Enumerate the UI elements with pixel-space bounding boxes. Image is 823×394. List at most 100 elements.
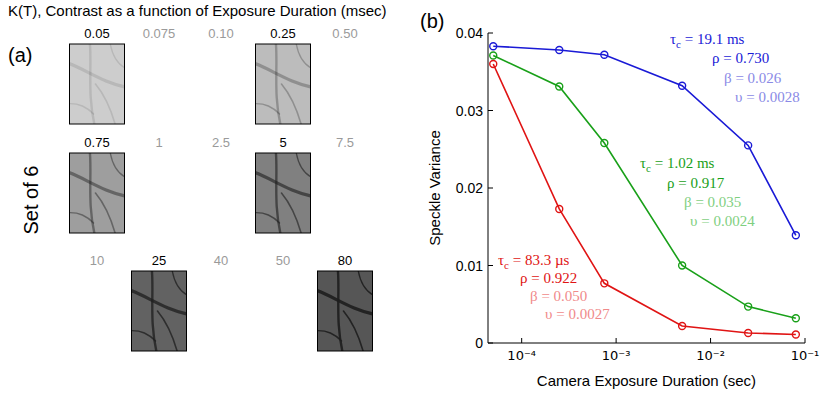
y-axis-title: Speckle Variance (426, 130, 443, 246)
speckle-image (132, 271, 187, 351)
figure-title: K(T), Contrast as a function of Exposure… (8, 2, 386, 19)
vessel (282, 193, 303, 233)
panel-letter: (b) (420, 10, 444, 32)
x-tick-label: 10⁻³ (602, 348, 631, 363)
exposure-label: 7.5 (336, 135, 354, 150)
y-tick-label: 0.02 (456, 180, 483, 196)
vessel (96, 193, 117, 233)
vessel (96, 84, 117, 124)
exposure-label: 0.50 (332, 26, 357, 41)
series-point (556, 47, 563, 54)
exposure-label: 0.05 (84, 26, 109, 41)
data-group (490, 43, 800, 338)
vessel (296, 44, 311, 70)
vessel (110, 44, 125, 70)
exposure-label: 10 (90, 253, 104, 268)
y-tick-label: 0.04 (456, 25, 483, 41)
annotation: ρ = 0.730 (712, 50, 769, 66)
image-frame (256, 153, 311, 233)
image-frame (256, 44, 311, 124)
series-point (556, 205, 563, 212)
image-frame (318, 271, 373, 351)
series-point (601, 280, 608, 287)
image-frame (132, 271, 187, 351)
annotation: ρ = 0.922 (520, 270, 577, 286)
series-point (679, 322, 686, 329)
image-frame (70, 153, 125, 233)
x-tick (710, 338, 711, 343)
vessel (296, 153, 311, 179)
image-frame (70, 44, 125, 124)
exposure-label: 40 (214, 253, 228, 268)
exposure-label: 5 (279, 135, 286, 150)
y-tick-label: 0.01 (456, 258, 483, 274)
speckle-image (70, 44, 125, 124)
figure: K(T), Contrast as a function of Exposure… (0, 0, 823, 394)
speckle-image (318, 271, 373, 351)
exposure-label: 1 (155, 135, 162, 150)
annotation-value: = 19.1 ms (681, 31, 745, 47)
x-tick (805, 338, 806, 343)
series-point (601, 140, 608, 147)
vessel (172, 271, 187, 297)
series-point (556, 83, 563, 90)
annotation: ρ = 0.917 (667, 175, 725, 191)
series-point (679, 262, 686, 269)
speckle-image (256, 44, 311, 124)
vessel (110, 153, 125, 179)
exposure-label: 0.10 (208, 26, 233, 41)
x-tick-label: 10⁻¹ (791, 348, 820, 363)
annotation: υ = 0.0024 (690, 213, 755, 229)
vessel (318, 331, 342, 341)
series-point (792, 315, 799, 322)
exposure-label: 50 (276, 253, 290, 268)
vessel (256, 171, 311, 197)
vessel (70, 104, 94, 114)
vessel (282, 84, 303, 124)
vessel (358, 271, 373, 297)
annotation: β = 0.050 (530, 288, 587, 304)
vessel (132, 331, 156, 341)
exposure-label: 0.25 (270, 26, 295, 41)
exposure-label: 0.075 (143, 26, 176, 41)
x-tick (616, 338, 617, 343)
series-point (792, 232, 799, 239)
y-tick (488, 33, 493, 34)
series-point (601, 51, 608, 58)
annotation-value: = 1.02 ms (651, 155, 715, 171)
series-point (490, 43, 497, 50)
panel-letter: (a) (8, 44, 32, 66)
exposure-label: 2.5 (212, 135, 230, 150)
vessel (318, 289, 373, 315)
annotation: υ = 0.0028 (735, 89, 800, 105)
series-point (745, 329, 752, 336)
speckle-image (70, 153, 125, 233)
y-tick-label: 0.03 (456, 103, 483, 119)
side-label: Set of 6 (20, 166, 42, 235)
annotation: β = 0.035 (684, 194, 741, 210)
x-tick-label: 10⁻⁴ (507, 348, 536, 363)
exposure-label: 0.75 (84, 135, 109, 150)
x-axis-title: Camera Exposure Duration (sec) (537, 372, 756, 389)
vessel (70, 213, 94, 223)
speckle-image (256, 153, 311, 233)
series-point (679, 82, 686, 89)
y-tick (488, 110, 493, 111)
series-point (745, 142, 752, 149)
exposure-label: 80 (338, 253, 352, 268)
annotation-value: = 83.3 µs (509, 252, 570, 268)
x-tick-label: 10⁻² (696, 348, 725, 363)
y-tick (488, 265, 493, 266)
x-axis (488, 343, 805, 344)
annotation: τc = 1.02 ms (640, 155, 715, 174)
y-tick (488, 188, 493, 189)
annotation: β = 0.026 (724, 70, 782, 86)
vessel (132, 289, 187, 315)
vessel (70, 171, 125, 197)
annotation: υ = 0.0027 (545, 306, 610, 322)
series-point (490, 52, 497, 59)
vessel (158, 311, 179, 351)
y-tick (488, 343, 493, 344)
series-point (490, 61, 497, 68)
series-point (792, 331, 799, 338)
